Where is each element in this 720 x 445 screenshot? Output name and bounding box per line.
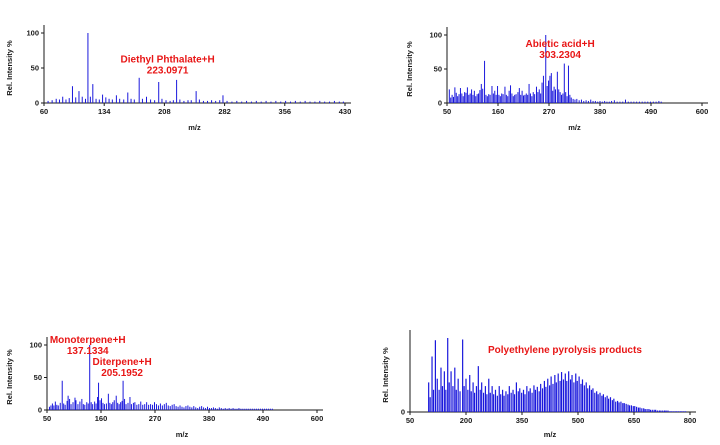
- x-tick-label: 200: [460, 416, 473, 425]
- y-tick-label: 0: [38, 406, 42, 415]
- ms-diethyl-phthalate-svg: 0 50 100 60 134 208 282 356 430 m/z Rel. Intensity…: [5, 25, 351, 132]
- tick-labels: 0 50 100 60 134 208 282 356 430: [26, 29, 351, 117]
- x-tick-label: 270: [543, 107, 556, 116]
- y-tick-label: 0: [438, 99, 442, 108]
- y-axis-label: Rel. Intensity %: [5, 40, 14, 96]
- y-tick-label: 0: [35, 99, 39, 108]
- svg-text:Diethyl Phthalate+H: Diethyl Phthalate+H: [121, 54, 215, 65]
- x-tick-label: 430: [339, 107, 352, 116]
- x-tick-label: 800: [684, 416, 697, 425]
- x-axis-label: m/z: [568, 123, 581, 132]
- x-tick-label: 650: [628, 416, 641, 425]
- svg-text:137.1334: 137.1334: [67, 346, 109, 357]
- panel-bottom-right: 0 50 200 350 500 650 800 m/z Rel. Intensity % Pol…: [380, 322, 720, 445]
- x-tick-label: 380: [594, 107, 607, 116]
- panel-top-right: 0 50 100 50 160 270 380 490 600 m/z Rel. Intensity…: [400, 8, 720, 142]
- panel-chromatograms: [148, 144, 568, 324]
- x-axis-label: m/z: [544, 430, 557, 439]
- x-tick-label: 134: [98, 107, 111, 116]
- x-tick-label: 50: [43, 414, 51, 423]
- svg-text:Abietic acid+H: Abietic acid+H: [526, 39, 595, 50]
- x-axis-label: m/z: [188, 123, 201, 132]
- y-tick-label: 0: [401, 408, 405, 417]
- svg-text:205.1952: 205.1952: [101, 368, 143, 379]
- x-tick-label: 282: [218, 107, 231, 116]
- x-tick-label: 356: [279, 107, 292, 116]
- x-tick-label: 490: [645, 107, 658, 116]
- peaks: [48, 345, 273, 410]
- x-tick-label: 160: [95, 414, 108, 423]
- svg-text:223.0971: 223.0971: [147, 65, 189, 76]
- svg-text:303.2304: 303.2304: [539, 50, 581, 61]
- y-tick-label: 100: [26, 29, 39, 38]
- x-tick-label: 350: [516, 416, 529, 425]
- y-axis-label: Rel. Intensity %: [405, 41, 414, 97]
- x-tick-label: 50: [406, 416, 414, 425]
- tick-labels: 050 200 350 500 650 800: [401, 408, 696, 426]
- y-tick-label: 100: [29, 341, 42, 350]
- x-tick-label: 600: [311, 414, 324, 423]
- panel-top-left: 0 50 100 60 134 208 282 356 430 m/z Rel. Intensity…: [0, 8, 395, 142]
- svg-text:Monoterpene+H: Monoterpene+H: [50, 335, 126, 346]
- panel-bottom-left: 0 50 100 50 160 270 380 490 600 m/z Rel. Intensity…: [0, 322, 370, 445]
- x-tick-label: 50: [443, 107, 451, 116]
- y-tick-label: 100: [429, 31, 442, 40]
- svg-text:Diterpene+H: Diterpene+H: [93, 357, 152, 368]
- y-tick-label: 50: [34, 373, 42, 382]
- peaks: [47, 33, 344, 103]
- x-tick-label: 380: [203, 414, 216, 423]
- x-tick-label: 500: [572, 416, 585, 425]
- svg-text:Polyethylene pyrolysis product: Polyethylene pyrolysis products: [488, 345, 642, 356]
- annotation-0: Polyethylene pyrolysis products: [488, 345, 642, 356]
- ms-polyethylene-svg: 050 200 350 500 650 800 m/z Rel. Intensity % Pol…: [381, 330, 696, 439]
- y-axis-label: Rel. Intensity %: [5, 349, 14, 405]
- x-axis-label: m/z: [176, 430, 189, 439]
- x-tick-label: 490: [257, 414, 270, 423]
- x-tick-label: 600: [696, 107, 709, 116]
- x-tick-label: 270: [149, 414, 162, 423]
- peaks: [428, 338, 687, 412]
- y-axis-label: Rel. Intensity %: [381, 347, 390, 403]
- peaks: [448, 35, 662, 103]
- x-tick-label: 160: [492, 107, 505, 116]
- x-tick-label: 208: [158, 107, 171, 116]
- y-tick-label: 50: [434, 65, 442, 74]
- x-tick-label: 60: [40, 107, 48, 116]
- y-tick-label: 50: [31, 64, 39, 73]
